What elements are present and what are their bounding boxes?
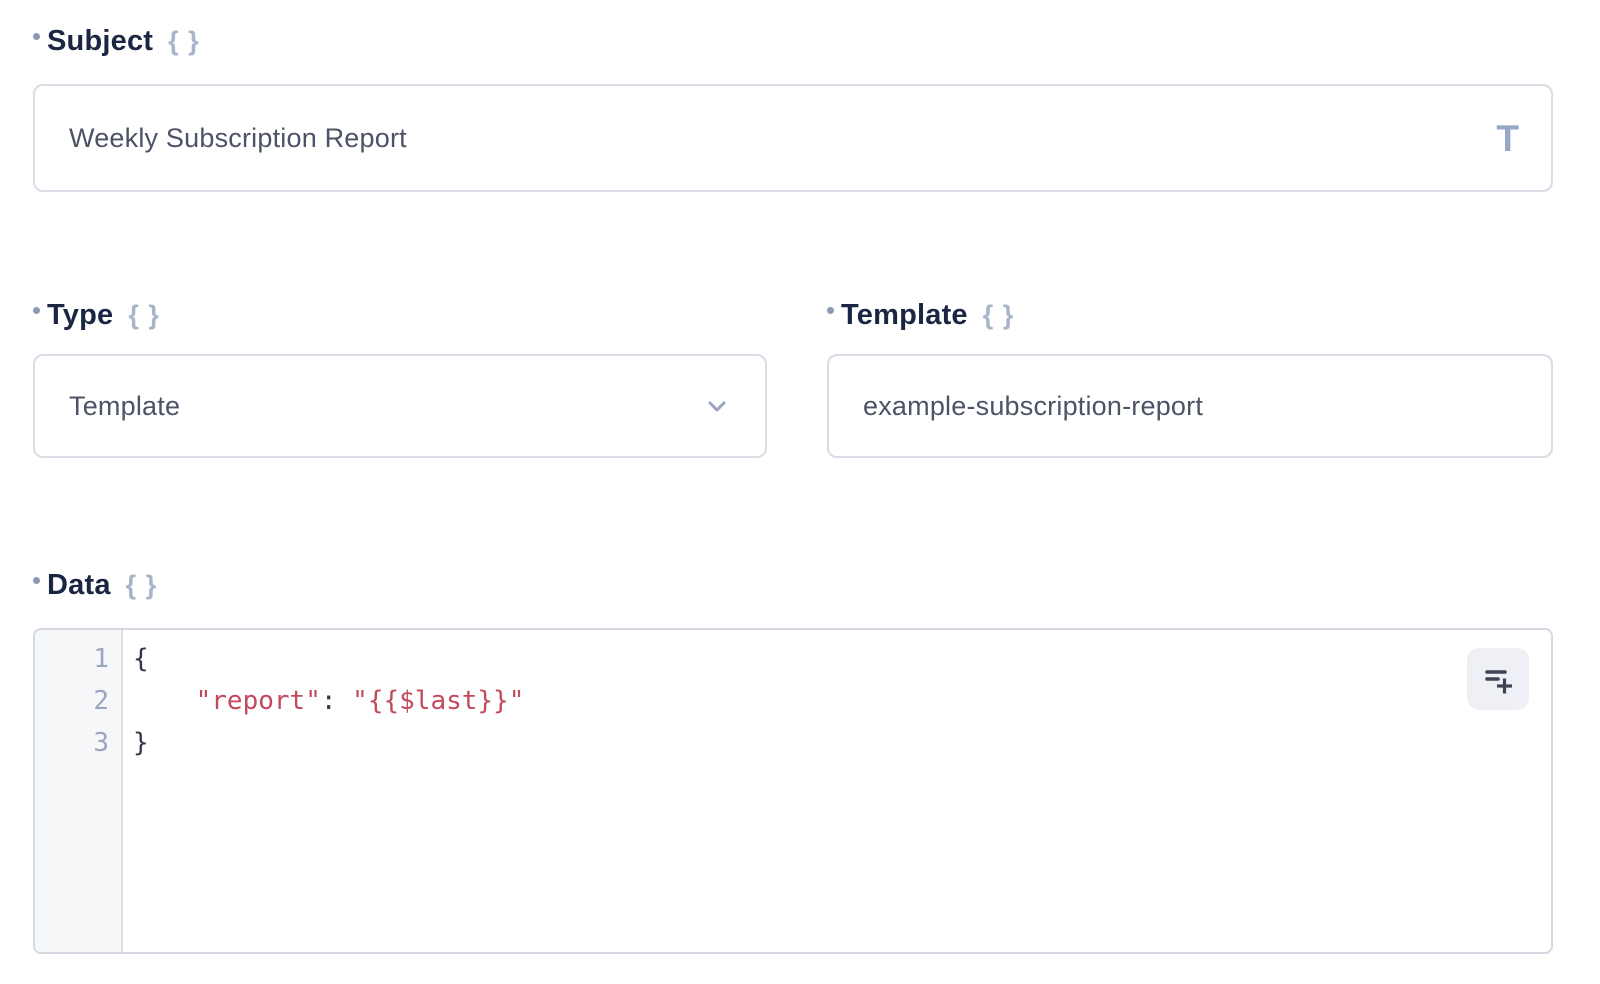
data-field-group: Data { } 1 2 3 { "report": "{{$last}}" } xyxy=(33,566,1553,954)
type-template-row: Type { } Template Template { } example-s… xyxy=(33,296,1553,458)
code-token: "report" xyxy=(195,686,321,716)
template-label: Template xyxy=(841,298,968,331)
braces-icon[interactable]: { } xyxy=(168,25,200,56)
line-number: 2 xyxy=(93,686,109,716)
code-line: "report": "{{$last}}" xyxy=(133,680,1551,722)
json-code-editor[interactable]: 1 2 3 { "report": "{{$last}}" } xyxy=(33,628,1553,954)
chevron-down-icon xyxy=(701,390,733,422)
code-line: { xyxy=(133,638,1551,680)
braces-icon[interactable]: { } xyxy=(982,299,1015,330)
code-line: } xyxy=(133,722,1551,764)
line-number: 1 xyxy=(93,644,109,674)
required-dot xyxy=(33,307,40,314)
subject-field-group: Subject { } Weekly Subscription Report T xyxy=(33,22,1553,192)
subject-label-row: Subject { } xyxy=(33,22,1553,60)
code-token xyxy=(133,686,196,716)
required-dot xyxy=(33,33,40,40)
template-value: example-subscription-report xyxy=(863,390,1204,421)
line-number-gutter: 1 2 3 xyxy=(35,630,123,952)
add-to-list-button[interactable] xyxy=(1467,648,1529,710)
data-label: Data xyxy=(47,568,111,601)
line-number: 3 xyxy=(93,728,109,758)
code-token: { xyxy=(133,644,149,674)
type-label-row: Type { } xyxy=(33,296,767,334)
subject-label: Subject xyxy=(47,24,154,57)
add-to-list-icon xyxy=(1481,662,1515,696)
template-label-row: Template { } xyxy=(827,296,1553,334)
required-dot xyxy=(33,577,40,584)
text-mode-icon[interactable]: T xyxy=(1496,117,1519,159)
type-selected-value: Template xyxy=(69,390,181,421)
code-content[interactable]: { "report": "{{$last}}" } xyxy=(123,630,1551,952)
required-dot xyxy=(827,307,834,314)
type-field-group: Type { } Template xyxy=(33,296,767,458)
template-field-group: Template { } example-subscription-report xyxy=(827,296,1553,458)
data-label-row: Data { } xyxy=(33,566,1553,604)
braces-icon[interactable]: { } xyxy=(128,299,160,330)
type-label: Type xyxy=(47,298,114,331)
template-input[interactable]: example-subscription-report xyxy=(827,354,1553,458)
subject-input[interactable]: Weekly Subscription Report T xyxy=(33,84,1553,192)
type-select[interactable]: Template xyxy=(33,354,767,458)
code-token: : xyxy=(320,686,353,716)
braces-icon[interactable]: { } xyxy=(125,569,158,600)
code-token: "{{$last}}" xyxy=(352,686,525,716)
code-token: } xyxy=(133,728,149,758)
subject-value: Weekly Subscription Report xyxy=(69,122,407,153)
